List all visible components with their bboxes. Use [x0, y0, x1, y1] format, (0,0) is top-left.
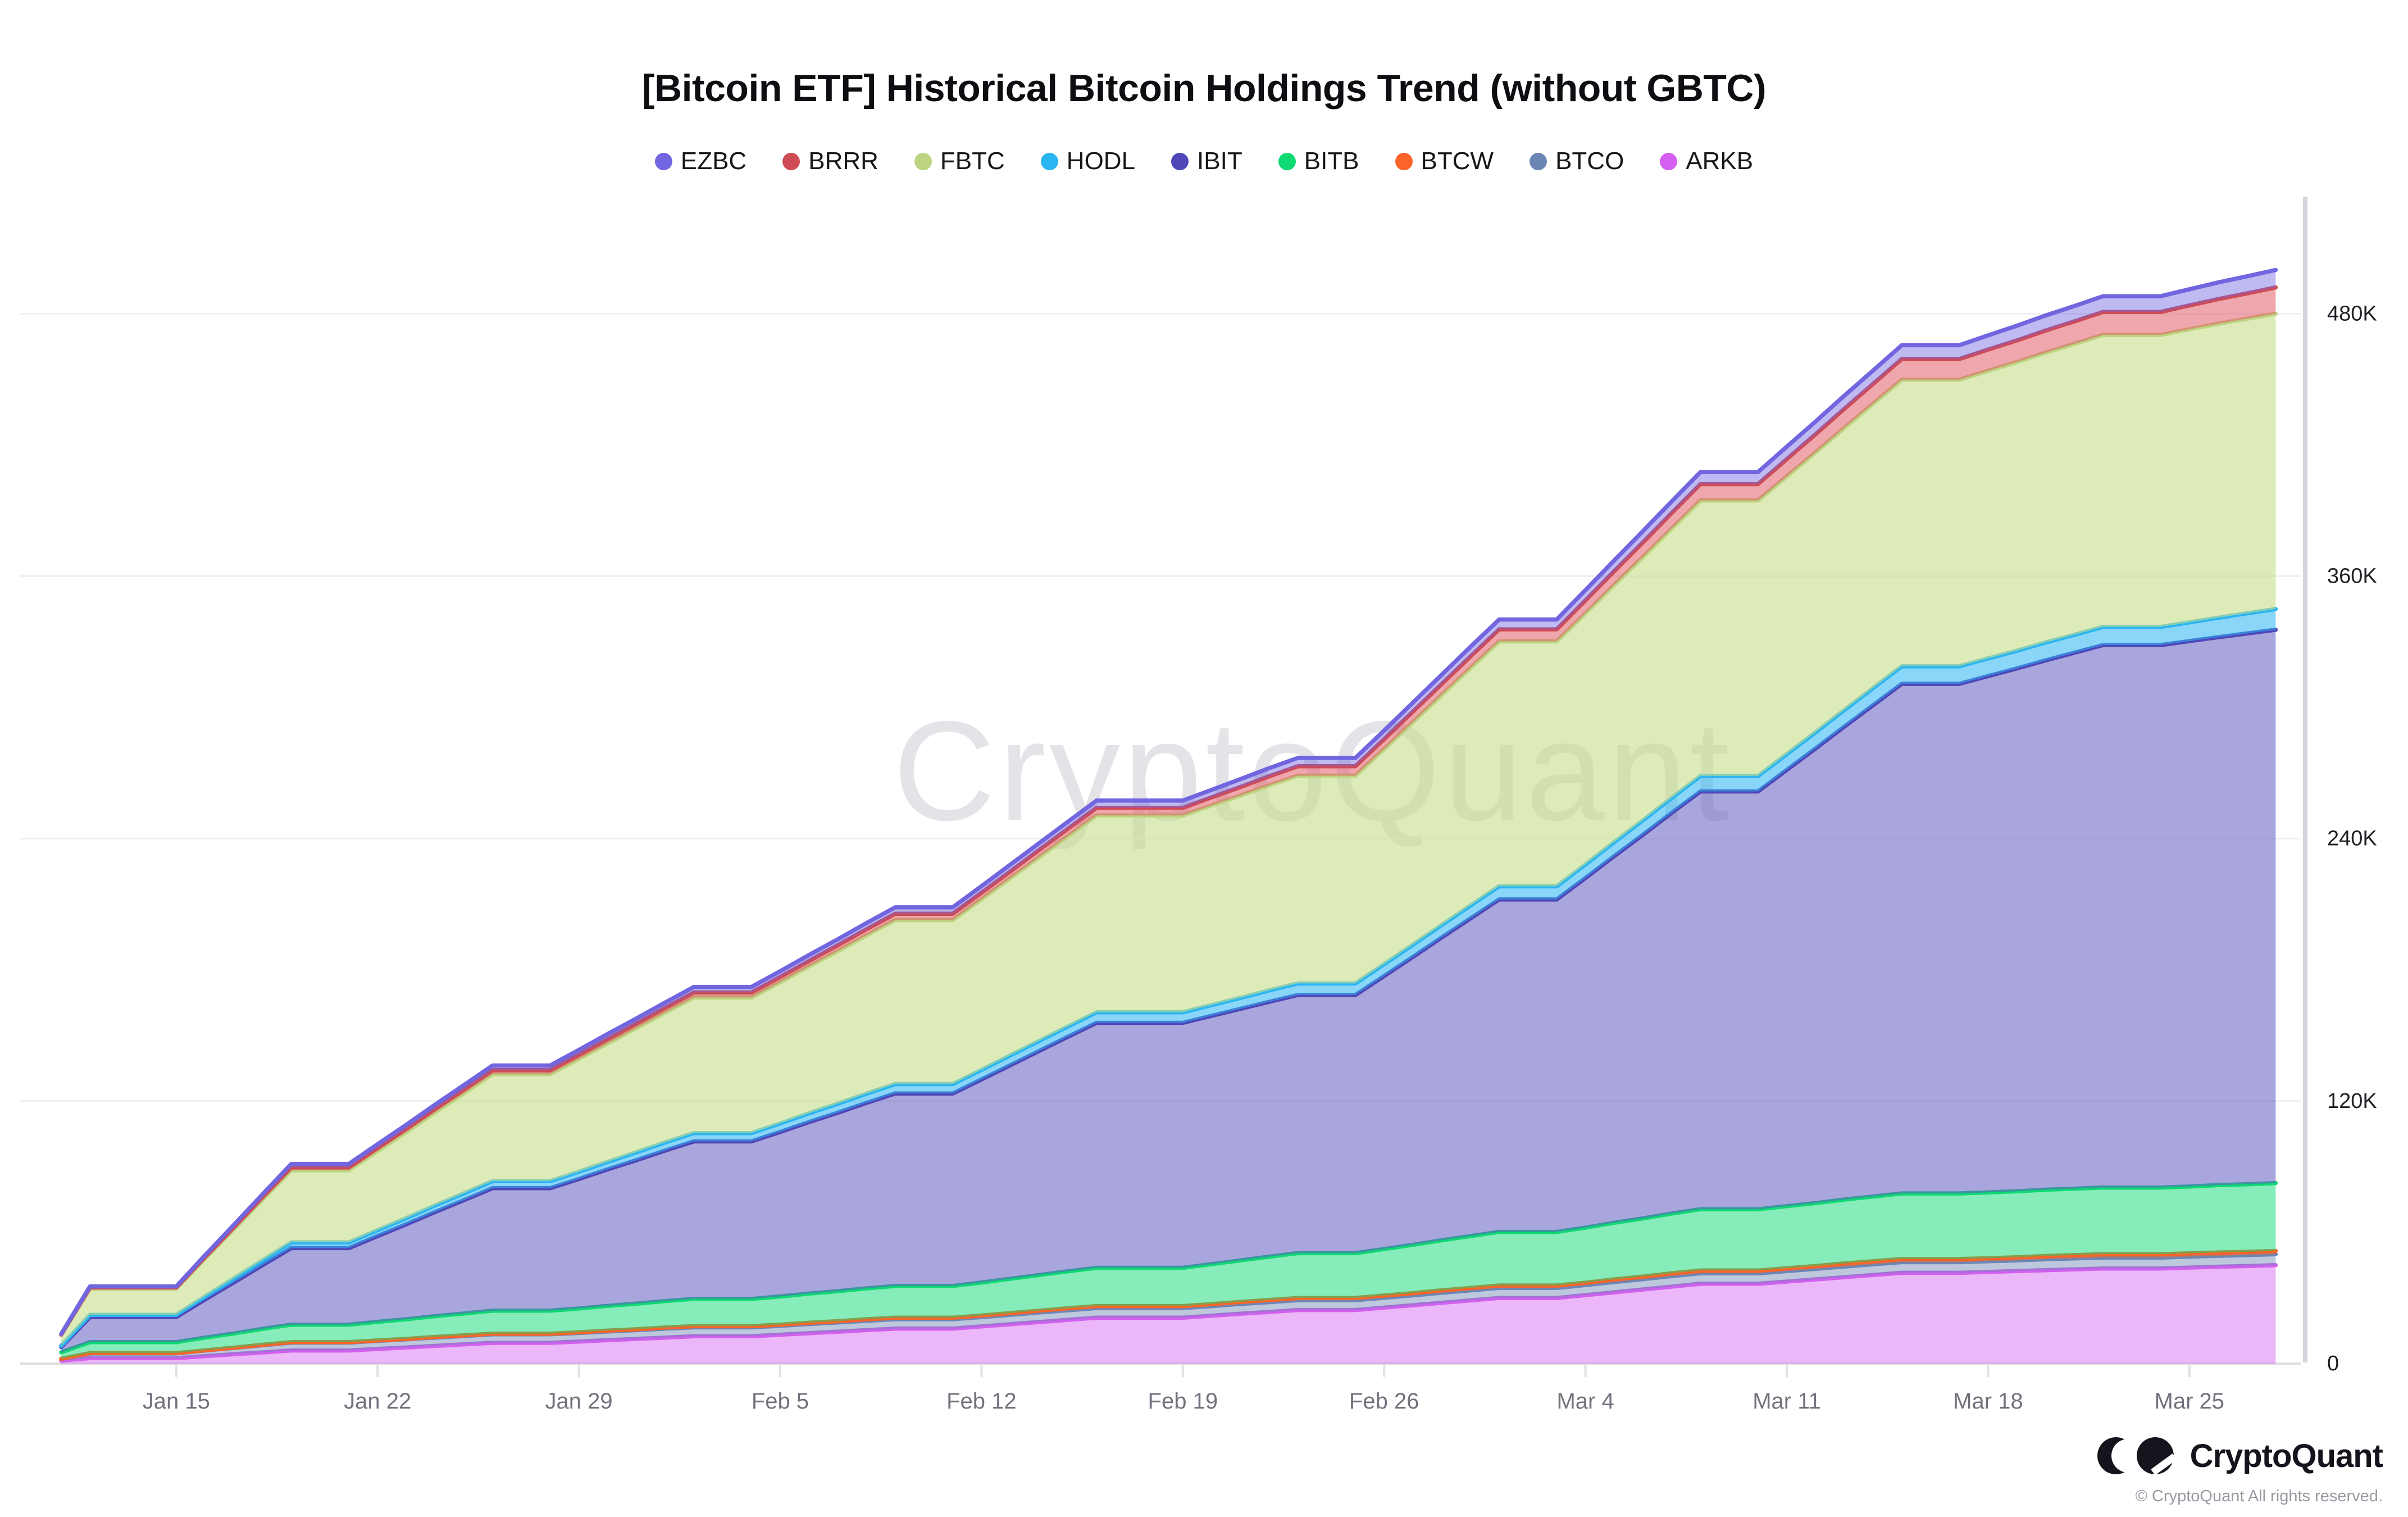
line-EZBC	[59, 267, 2278, 1336]
area-ARKB	[61, 1265, 2276, 1364]
x-axis-label-Jan-29: Jan 29	[545, 1389, 613, 1414]
legend-dot-HODL	[1040, 152, 1058, 170]
copyright-text: © CryptoQuant All rights reserved.	[2135, 1487, 2383, 1505]
legend-dot-ARKB	[1660, 152, 1678, 170]
y-axis-label-240K: 240K	[2327, 827, 2377, 851]
y-axis-label-360K: 360K	[2327, 565, 2377, 588]
x-axis-label-Mar-25: Mar 25	[2155, 1389, 2225, 1414]
legend-dot-BTCO	[1530, 152, 1547, 170]
legend-item-ARKB[interactable]: ARKB	[1660, 147, 1753, 175]
area-BITB	[61, 1183, 2276, 1359]
legend-dot-FBTC	[914, 152, 932, 170]
legend-item-BTCW[interactable]: BTCW	[1395, 147, 1494, 175]
legend-label-BRRR: BRRR	[808, 147, 878, 175]
x-axis-label-Feb-5: Feb 5	[752, 1389, 809, 1414]
line-ARKB	[59, 1263, 2278, 1363]
area-IBIT	[61, 629, 2276, 1352]
x-axis-label-Mar-4: Mar 4	[1556, 1389, 1614, 1414]
legend-label-BTCW: BTCW	[1421, 147, 1494, 175]
legend-item-BRRR[interactable]: BRRR	[782, 147, 878, 175]
legend-item-HODL[interactable]: HODL	[1040, 147, 1136, 175]
legend-item-EZBC[interactable]: EZBC	[654, 147, 747, 175]
y-axis-label-120K: 120K	[2327, 1089, 2377, 1113]
cryptoquant-logo[interactable]: CryptoQuant	[2096, 1433, 2383, 1478]
legend-dot-IBIT	[1171, 152, 1189, 170]
chart-title: [Bitcoin ETF] Historical Bitcoin Holding…	[641, 67, 1767, 110]
legend-item-IBIT[interactable]: IBIT	[1171, 147, 1242, 175]
cryptoquant-logo-icon	[2097, 1437, 2174, 1474]
legend-item-BITB[interactable]: BITB	[1278, 147, 1359, 175]
legend-dot-BRRR	[782, 152, 800, 170]
legend-dot-BTCW	[1395, 152, 1413, 170]
legend-label-BITB: BITB	[1304, 147, 1359, 175]
legend-label-FBTC: FBTC	[940, 147, 1005, 175]
x-axis-label-Feb-12: Feb 12	[946, 1389, 1017, 1414]
legend-item-FBTC[interactable]: FBTC	[914, 147, 1005, 175]
x-axis-label-Jan-15: Jan 15	[143, 1389, 210, 1414]
chart-legend: EZBC BRRR FBTC HODL IBIT BITB BTCW BTCO ARKB	[0, 147, 2408, 175]
cryptoquant-logo-text: CryptoQuant	[2189, 1437, 2383, 1474]
y-axis-label-480K: 480K	[2327, 302, 2377, 325]
legend-dot-EZBC	[654, 152, 672, 170]
x-axis-label-Feb-26: Feb 26	[1349, 1389, 1419, 1414]
x-axis-label-Mar-11: Mar 11	[1752, 1389, 1821, 1414]
area-BRRR	[61, 287, 2276, 1336]
legend-label-HODL: HODL	[1066, 147, 1136, 175]
legend-label-EZBC: EZBC	[680, 147, 747, 175]
area-FBTC	[61, 314, 2276, 1346]
x-axis-label-Jan-22: Jan 22	[344, 1389, 411, 1414]
legend-label-ARKB: ARKB	[1686, 147, 1754, 175]
x-axis-label-Mar-18: Mar 18	[1953, 1389, 2023, 1414]
x-axis-label-Feb-19: Feb 19	[1148, 1389, 1218, 1414]
area-HODL	[61, 608, 2276, 1347]
area-BTCO	[61, 1254, 2276, 1361]
y-axis-label-0: 0	[2327, 1352, 2339, 1375]
line-BRRR	[59, 285, 2278, 1337]
legend-label-IBIT: IBIT	[1197, 147, 1242, 175]
legend-item-BTCO[interactable]: BTCO	[1530, 147, 1624, 175]
legend-dot-BITB	[1278, 152, 1296, 170]
cryptoquant-branding: CryptoQuant © CryptoQuant All rights res…	[2096, 1433, 2383, 1506]
legend-label-BTCO: BTCO	[1555, 147, 1624, 175]
